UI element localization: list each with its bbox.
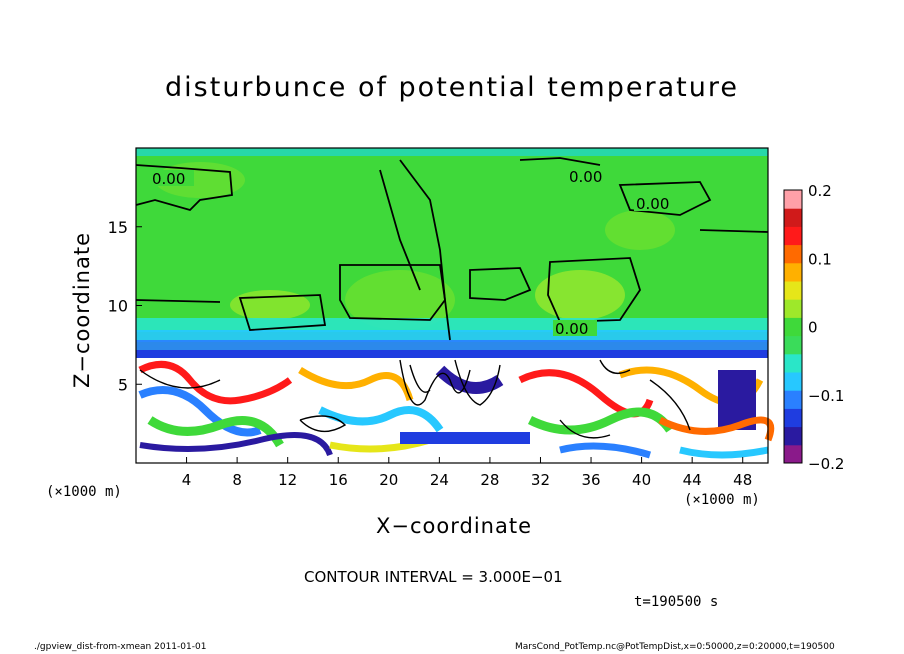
top-band [136,148,768,156]
x-tick-label: 12 [278,471,297,489]
cool-band [136,340,768,352]
colorbar-tick-label: −0.1 [808,387,844,405]
colorbar-swatch [784,444,802,464]
contour-label: 0.00 [636,195,669,213]
colorbar-swatch [784,317,802,337]
x-tick-label: 8 [232,471,242,489]
colorbar-swatch [784,281,802,300]
colorbar-swatch [784,208,802,227]
y-tick-label: 10 [108,297,128,316]
footer-command: ./gpview_dist-from-xmean 2011-01-01 [34,642,207,652]
contour-label: 0.00 [569,168,602,186]
x-tick-label: 48 [733,471,752,489]
plot-area: 0.00 0.00 0.00 0.00 [135,147,775,464]
time-stamp: t=190500 s [634,594,719,610]
contour-lines [139,359,691,439]
y-axis: 5 10 15 [108,218,142,394]
colorbar-swatch [784,408,802,428]
colorbar-swatch [784,335,802,355]
x-unit-label-right: (×1000 m) [684,492,760,508]
colorbar-swatch [784,190,802,209]
colorbar-swatch [784,353,802,373]
contour-label: 0.00 [555,320,588,338]
y-tick-label: 5 [118,375,128,394]
x-axis-label: X−coordinate [376,514,532,538]
cool-band [136,350,768,358]
x-tick-label: 20 [379,471,398,489]
contour-lines [135,157,769,341]
x-tick-label: 32 [531,471,550,489]
colorbar-swatch [784,262,802,282]
colorbar-tick-label: 0.1 [808,250,832,268]
colorbar-tick-label: 0 [808,319,818,337]
y-axis-label: Z−coordinate [70,232,94,388]
warm-patch [535,270,625,320]
colorbar: 0.2 0.1 0 −0.1 −0.2 [783,182,844,473]
x-tick-label: 24 [430,471,449,489]
colorbar-swatch [784,226,802,246]
contour-interval-note: CONTOUR INTERVAL = 3.000E−01 [304,568,563,586]
cool-band [136,318,768,332]
colorbar-swatch [784,372,802,391]
x-tick-label: 44 [683,471,702,489]
colorbar-tick-label: 0.2 [808,182,832,200]
colorbar-frame [783,189,803,464]
x-tick-label: 28 [480,471,499,489]
chart-title: disturbunce of potential temperature [165,72,739,103]
colorbar-swatch [784,299,802,318]
contour-label-group: 0.00 0.00 0.00 0.00 [150,168,678,338]
x-unit-label-left: (×1000 m) [46,484,122,500]
colorbar-swatch [784,426,802,446]
colorbar-tick-label: −0.2 [808,455,844,473]
cool-band [136,330,768,342]
contour-label: 0.00 [152,170,185,188]
colorbar-swatch [784,244,802,264]
warm-patch [605,210,675,250]
x-tick-label: 36 [581,471,600,489]
x-tick-label: 40 [632,471,651,489]
colorbar-swatch [784,390,802,409]
y-tick-label: 15 [108,218,128,237]
turbulence-streaks [138,360,775,459]
x-axis: 4 8 12 16 20 24 28 32 36 40 44 48 [182,457,752,489]
footer-source: MarsCond_PotTemp.nc@PotTempDist,x=0:5000… [515,642,835,652]
x-tick-label: 16 [329,471,348,489]
warm-patch [345,270,455,330]
x-tick-label: 4 [182,471,192,489]
